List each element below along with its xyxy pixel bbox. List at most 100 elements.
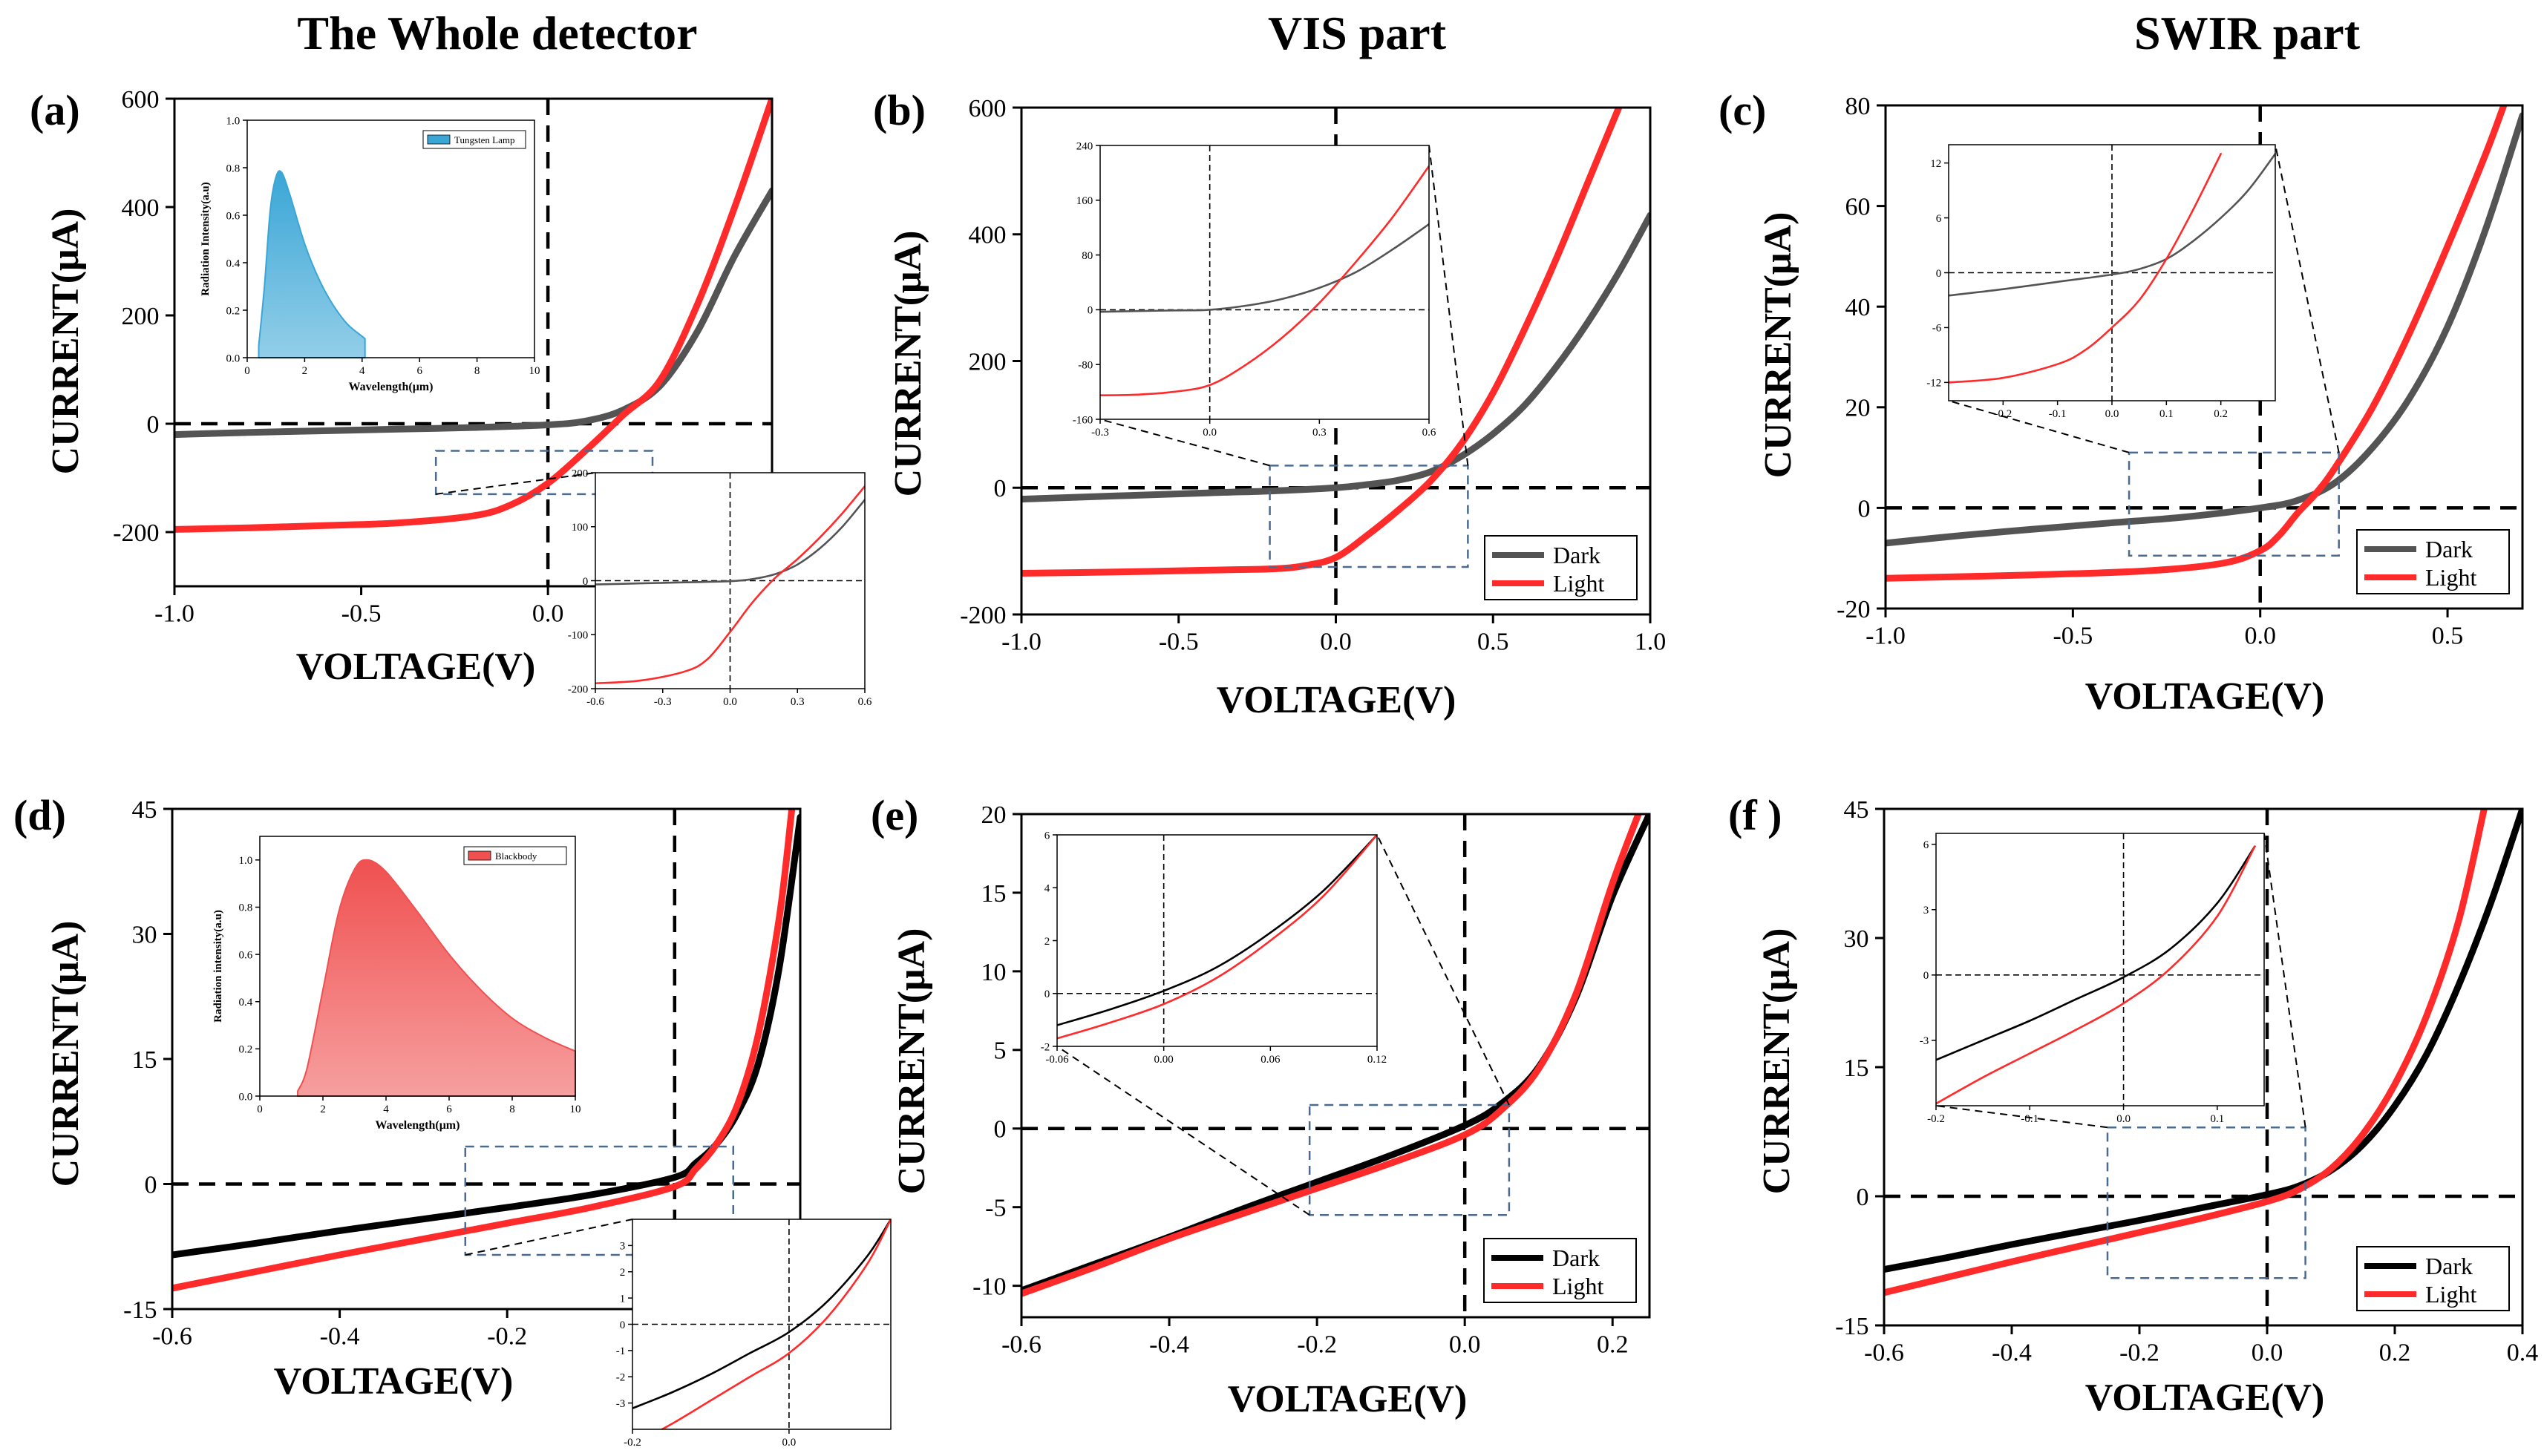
main-y-tick-label: 30 <box>132 921 157 948</box>
column-title-whole: The Whole detector <box>297 7 698 59</box>
inset-y-tick-label: 0 <box>1936 268 1942 280</box>
inset-x-tick-label: 0.0 <box>1203 427 1217 439</box>
main-dark-curve <box>1886 112 2522 547</box>
inset-x-tick-label: 0.6 <box>1422 427 1436 439</box>
zoom-region-box <box>2106 1126 2306 1279</box>
inset-y-tick-label: -3 <box>616 1398 626 1410</box>
inset-x-tick-label: -0.3 <box>654 696 672 708</box>
spectrum-legend-label: Blackbody <box>495 850 537 862</box>
zoom-leader-line <box>1099 419 1270 467</box>
inset-y-tick-label: 6 <box>1923 839 1929 851</box>
inset-frame <box>1099 145 1430 420</box>
main-y-tick-label: 600 <box>969 95 1007 122</box>
zoom-inset: -0.06 0.00 0.06 0.12 -2 0 2 4 6 <box>1041 830 1510 1216</box>
x-axis-title: VOLTAGE(V) <box>296 646 536 688</box>
main-y-tick-label: 15 <box>132 1046 157 1074</box>
main-y-tick-label: -15 <box>1835 1313 1868 1340</box>
inset-y-tick-label: 2 <box>620 1267 626 1279</box>
zoom-inset: -0.2 -0.1 0.0 0.1 -3 0 3 6 <box>1920 833 2306 1129</box>
main-x-tick-label: -0.6 <box>1864 1339 1904 1367</box>
panel-label: (d) <box>13 791 66 839</box>
inset-y-tick-label: 240 <box>1076 140 1093 152</box>
main-frame <box>173 97 774 588</box>
inset-light-curve <box>595 485 865 684</box>
main-x-tick-label: -0.2 <box>2119 1339 2159 1367</box>
main-light-curve <box>174 99 772 533</box>
main-y-tick-label: 45 <box>1844 796 1869 824</box>
panel-label: (e) <box>871 791 918 839</box>
inset-light-curve <box>660 1219 891 1429</box>
legend-label-dark: Dark <box>1553 542 1600 568</box>
spectrum-x-title: Wavelength(μm) <box>376 1119 460 1132</box>
inset-x-tick-label: 0.3 <box>791 696 805 708</box>
main-light-curve <box>1021 108 1623 577</box>
panel-a: (a)-1.0-0.50.00.5-2000200400600VOLTAGE(V… <box>30 86 872 708</box>
inset-frame <box>246 119 535 358</box>
main-x-tick-label: -0.5 <box>2053 623 2093 650</box>
panel-f: (f )-0.6 -0.4 -0.2 0.0 0.2 0.4-150153045VOLTA… <box>1728 791 2538 1419</box>
main-x-tick-label: -0.4 <box>1992 1339 2032 1367</box>
inset-y-tick-label: 1.0 <box>226 115 241 127</box>
main-dark-curve <box>174 187 772 439</box>
zoom-inset: -0.2 0.0 -3 -2 -1 0 1 2 3 <box>465 1219 892 1449</box>
inset-x-tick-label: -0.6 <box>586 696 604 708</box>
y-axis-title: CURRENT(μA) <box>891 928 933 1195</box>
y-axis-title: CURRENT(μA) <box>887 231 929 497</box>
main-y-tick-label: 60 <box>1845 194 1871 221</box>
main-y-tick-label: 0 <box>994 1116 1007 1144</box>
inset-x-tick-label: -0.2 <box>624 1437 641 1449</box>
zoom-inset: -0.2 -0.1 0.0 0.1 0.2 -12 -6 0 6 12 <box>1926 144 2340 453</box>
main-x-tick-label: 0.5 <box>2432 623 2464 650</box>
zoom-region-box <box>2128 451 2340 557</box>
main-x-tick-label: 0.2 <box>1597 1331 1629 1359</box>
inset-x-tick-label: -0.1 <box>2021 1113 2038 1125</box>
inset-x-tick-label: -0.1 <box>2049 408 2067 420</box>
inset-y-tick-label: 80 <box>1082 250 1093 262</box>
main-x-tick-label: 0.0 <box>1449 1331 1481 1359</box>
inset-dark-curve <box>1057 835 1377 1026</box>
main-y-tick-label: -20 <box>1837 596 1870 623</box>
legend-box <box>2356 529 2510 594</box>
panel-d: (d)-0.6-0.4-0.20.0-150153045VOLTAGE(V)CU… <box>13 791 892 1449</box>
main-dark-curve <box>1021 211 1650 503</box>
inset-x-tick-label: 6 <box>416 365 422 377</box>
inset-dark-curve <box>1100 223 1429 313</box>
inset-light-curve <box>1100 165 1429 396</box>
main-x-tick-label: 0.0 <box>2252 1339 2283 1367</box>
inset-x-tick-label: 0.00 <box>1154 1054 1174 1066</box>
legend-label-dark: Dark <box>2425 536 2473 563</box>
inset-dark-curve <box>595 499 865 586</box>
legend-box <box>2356 1246 2510 1311</box>
main-x-tick-label: 0.2 <box>2379 1339 2411 1367</box>
zoom-leader-line <box>1376 834 1510 1106</box>
main-y-tick-label: 20 <box>981 801 1007 829</box>
inset-x-tick-label: 0.1 <box>2159 408 2174 420</box>
legend-label-light: Light <box>2425 1281 2476 1308</box>
inset-light-curve <box>1949 153 2222 384</box>
inset-frame <box>259 836 576 1097</box>
inset-x-tick-label: 10 <box>529 365 540 377</box>
y-axis-title: CURRENT(μA) <box>45 209 87 475</box>
inset-x-tick-label: 4 <box>383 1104 389 1115</box>
inset-y-tick-label: -80 <box>1078 359 1093 371</box>
inset-y-tick-label: 2 <box>1044 936 1050 948</box>
inset-y-tick-label: 1 <box>620 1293 626 1305</box>
inset-y-tick-label: 0.2 <box>239 1044 253 1056</box>
main-y-tick-label: 80 <box>1845 93 1871 120</box>
inset-x-tick-label: 0.1 <box>2210 1113 2224 1125</box>
inset-dark-curve <box>1949 153 2275 297</box>
inset-background <box>1100 145 1429 419</box>
panel-e: (e)-0.6 -0.4 -0.2 0.0 0.2-10-505101520VOLTAG… <box>871 791 1651 1420</box>
main-frame <box>1884 104 2524 610</box>
zoom-leader-line <box>465 1219 633 1256</box>
main-x-tick-label: 0.4 <box>2507 1339 2539 1367</box>
main-y-tick-label: -200 <box>960 602 1006 629</box>
main-y-tick-label: 0 <box>994 475 1007 502</box>
inset-x-tick-label: -0.2 <box>1994 408 2012 420</box>
inset-y-tick-label: 0.8 <box>239 902 253 914</box>
zoom-region-box <box>1308 1104 1511 1216</box>
inset-y-tick-label: 0.0 <box>239 1091 253 1103</box>
inset-dark-curve <box>632 1219 891 1409</box>
x-axis-title: VOLTAGE(V) <box>2085 675 2325 718</box>
